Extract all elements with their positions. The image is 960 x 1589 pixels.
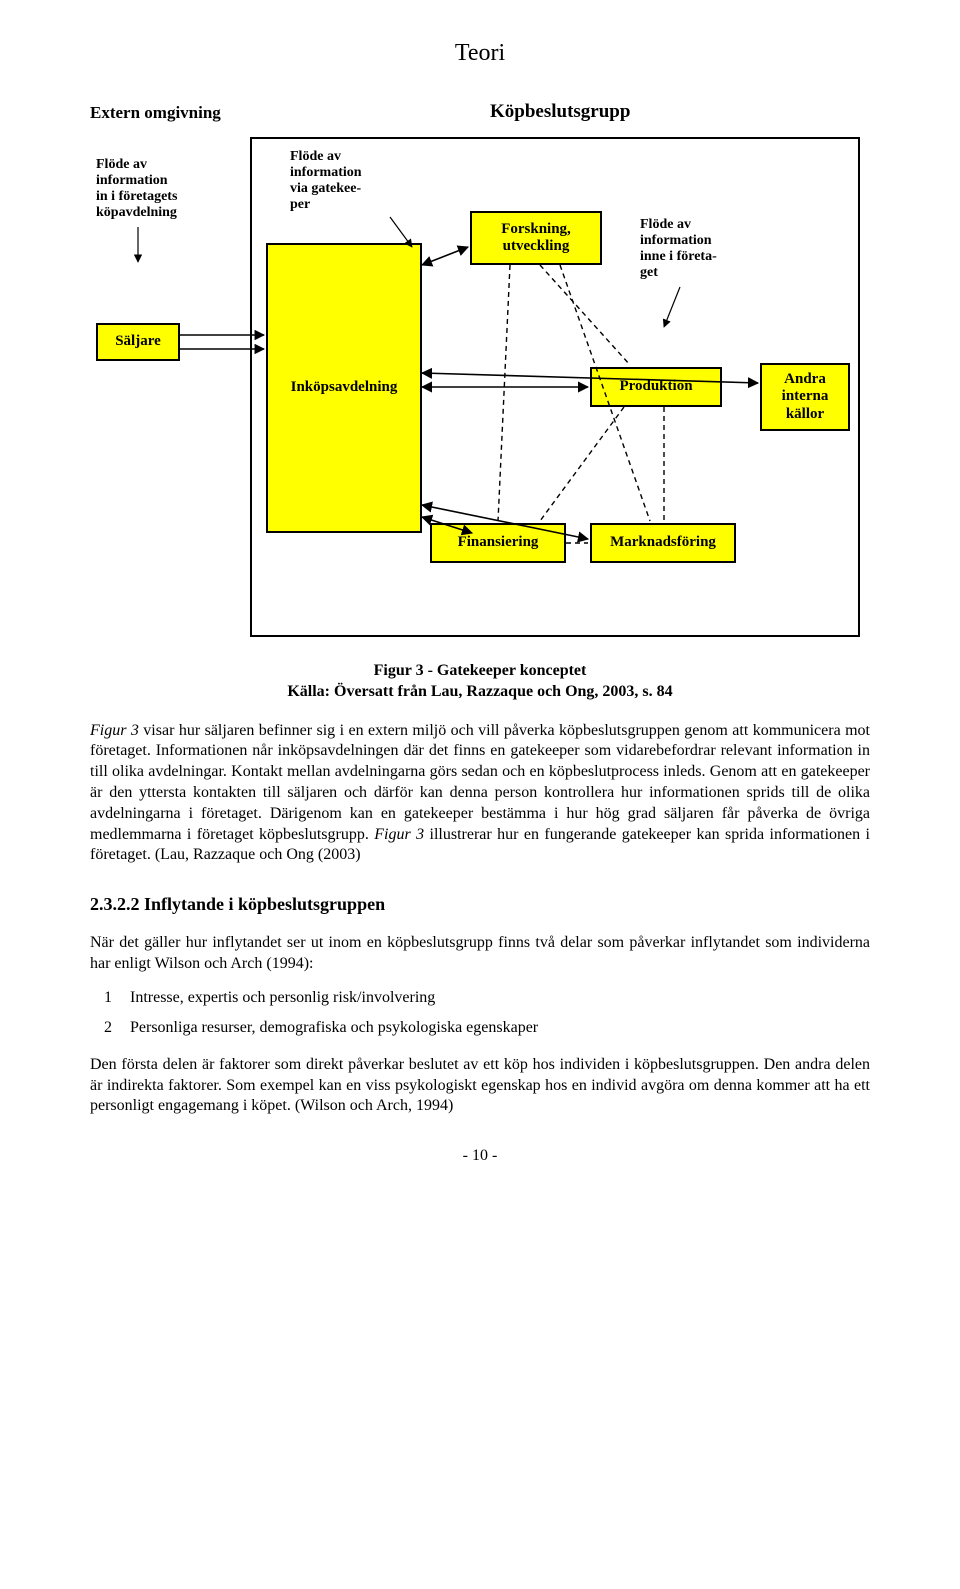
box-saljare: Säljare bbox=[96, 323, 180, 361]
box-forskning: Forskning, utveckling bbox=[470, 211, 602, 265]
box-andra: Andra interna källor bbox=[760, 363, 850, 431]
flow-via-gk-annotation: Flöde av information via gatekee- per bbox=[290, 149, 362, 213]
list-item: 2 Personliga resurser, demografiska och … bbox=[104, 1019, 870, 1037]
section-para2: Den första delen är faktorer som direkt … bbox=[90, 1055, 870, 1117]
list-text: Intresse, expertis och personlig risk/in… bbox=[130, 989, 435, 1006]
list-number: 2 bbox=[104, 1019, 126, 1037]
list-item: 1 Intresse, expertis och personlig risk/… bbox=[104, 989, 870, 1007]
figure-caption: Figur 3 - Gatekeeper konceptet Källa: Öv… bbox=[90, 661, 870, 703]
box-inkop: Inköpsavdelning bbox=[266, 243, 422, 533]
paragraph-figure-explain: Figur 3 visar hur säljaren befinner sig … bbox=[90, 721, 870, 867]
numbered-list: 1 Intresse, expertis och personlig risk/… bbox=[104, 989, 870, 1037]
page-header: Teori bbox=[90, 40, 870, 67]
box-finansiering: Finansiering bbox=[430, 523, 566, 563]
box-marknadsforing: Marknadsföring bbox=[590, 523, 736, 563]
list-text: Personliga resurser, demografiska och ps… bbox=[130, 1019, 538, 1036]
section-intro: När det gäller hur inflytandet ser ut in… bbox=[90, 933, 870, 975]
flow-inside-annotation: Flöde av information inne i företa- get bbox=[640, 217, 717, 281]
box-produktion: Produktion bbox=[590, 367, 722, 407]
flow-in-annotation: Flöde av information in i företagets köp… bbox=[96, 157, 177, 221]
caption-line2: Källa: Översatt från Lau, Razzaque och O… bbox=[287, 683, 672, 700]
figure-3-diagram: Extern omgivning Köpbeslutsgrupp Flöde a… bbox=[90, 87, 870, 647]
kbg-title: Köpbeslutsgrupp bbox=[490, 101, 630, 123]
extern-label: Extern omgivning bbox=[90, 103, 221, 123]
page-number: - 10 - bbox=[90, 1147, 870, 1165]
list-number: 1 bbox=[104, 989, 126, 1007]
section-heading: 2.3.2.2 Inflytande i köpbeslutsgruppen bbox=[90, 894, 870, 915]
caption-line1: Figur 3 - Gatekeeper konceptet bbox=[374, 662, 587, 679]
